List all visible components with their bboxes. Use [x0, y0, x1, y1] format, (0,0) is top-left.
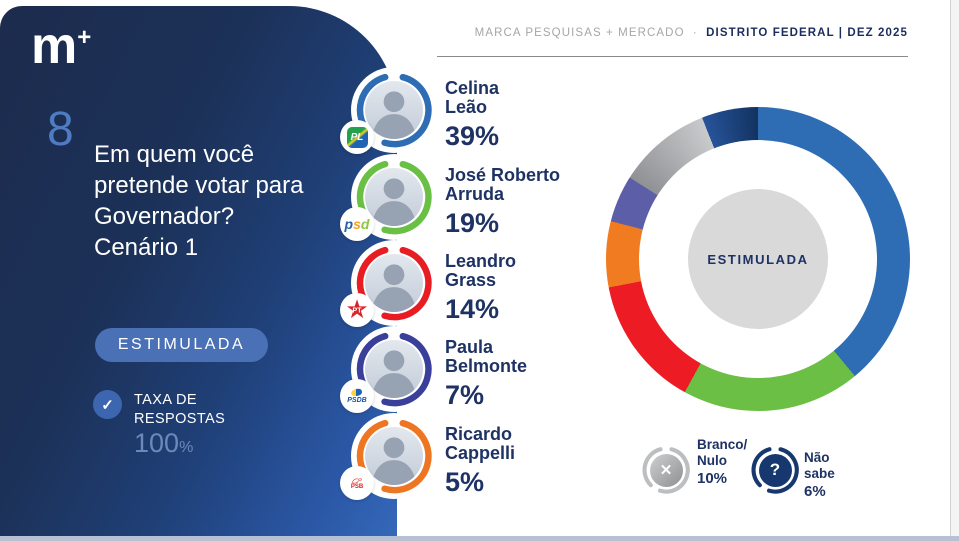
header-divider	[437, 56, 908, 57]
checkmark-icon: ✓	[93, 390, 122, 419]
candidate-info: Ricardo Cappelli 5%	[445, 425, 515, 498]
candidate-info: Leandro Grass 14%	[445, 252, 516, 325]
psd-logo-icon: psd	[345, 217, 370, 231]
candidate-name-line2: Arruda	[445, 184, 505, 204]
candidate-avatar: psd	[340, 154, 437, 241]
viewer-bottom-margin	[0, 536, 959, 541]
candidate-row-celina-leao: PL Celina Leão 39%	[0, 67, 620, 154]
header-edition: DISTRITO FEDERAL | DEZ 2025	[706, 27, 908, 39]
psdb-label: PSDB	[347, 396, 367, 404]
candidate-photo	[365, 81, 423, 139]
candidate-row-jose-roberto-arruda: psd José Roberto Arruda 19%	[0, 154, 620, 241]
header: MARCA PESQUISAS + MERCADO · DISTRITO FED…	[437, 27, 908, 39]
candidate-photo	[365, 254, 423, 312]
pt-label: PT	[352, 307, 362, 315]
candidate-percentage: 14%	[445, 294, 500, 324]
header-separator: ·	[692, 27, 698, 39]
candidate-info: Celina Leão 39%	[445, 79, 499, 152]
branco-nulo-text: Branco/ Nulo 10%	[697, 437, 747, 487]
psb-label: PSB	[350, 484, 364, 491]
candidate-row-ricardo-cappelli: PSB Ricardo Cappelli 5%	[0, 413, 620, 500]
branco-nulo-icon: ✕	[642, 446, 690, 494]
candidate-name-line1: Leandro	[445, 251, 517, 271]
response-rate-label: TAXA DE RESPOSTAS	[134, 392, 226, 427]
logo-plus-icon: +	[77, 24, 92, 51]
toucan-icon	[350, 387, 364, 397]
candidate-row-leandro-grass: ★ PT Leandro Grass 14%	[0, 240, 620, 327]
candidate-avatar: PL	[340, 67, 437, 154]
x-icon: ✕	[649, 453, 683, 487]
candidate-name-line1: Celina	[445, 78, 500, 98]
stimulated-mode-pill: ESTIMULADA	[95, 328, 268, 362]
candidate-percentage: 39%	[445, 121, 500, 151]
marca-logo: m+	[31, 16, 91, 76]
candidate-name-line1: Paula	[445, 337, 494, 357]
candidate-percentage: 7%	[445, 380, 485, 410]
candidate-percentage: 5%	[445, 467, 485, 497]
party-badge-psb: PSB	[340, 466, 374, 500]
candidate-name-line2: Leão	[445, 97, 488, 117]
legend-percentage: 6%	[804, 483, 826, 500]
psb-logo-icon: PSB	[350, 476, 364, 491]
candidate-photo	[365, 340, 423, 398]
dove-icon	[351, 477, 362, 483]
question-number: 8	[47, 103, 74, 156]
psd-letter-d: d	[360, 216, 370, 232]
pl-flag-icon: PL	[346, 126, 368, 148]
party-badge-pt: ★ PT	[340, 293, 374, 327]
response-rate-number: 100	[134, 428, 180, 458]
legend-label-line1: Branco/	[697, 437, 748, 452]
question-text: Em quem você pretende votar para Governa…	[94, 141, 304, 261]
candidate-name-line2: Cappelli	[445, 443, 516, 463]
legend-label-line2: Nulo	[697, 452, 727, 468]
party-badge-psdb: PSDB	[340, 379, 374, 413]
psd-letter-s: s	[353, 216, 361, 232]
party-badge-pl: PL	[340, 120, 374, 154]
question-panel: m+ 8 Em quem você pretende votar para Go…	[0, 6, 397, 537]
candidate-name-line2: Grass	[445, 270, 497, 290]
candidate-photo	[365, 427, 423, 485]
psd-letter-p: p	[344, 216, 354, 232]
star-icon: ★	[345, 293, 369, 324]
question-mark-icon: ?	[758, 453, 792, 487]
candidate-name-line2: Belmonte	[445, 356, 528, 376]
candidate-name-line1: José Roberto	[445, 165, 561, 185]
candidate-info: Paula Belmonte 7%	[445, 338, 527, 411]
viewer-right-margin	[950, 0, 959, 541]
logo-m: m	[31, 17, 77, 75]
nao-sabe-text: Não sabe 6%	[804, 450, 835, 500]
candidate-info: José Roberto Arruda 19%	[445, 166, 560, 239]
donut-center-label: ESTIMULADA	[688, 189, 828, 329]
header-brand: MARCA PESQUISAS + MERCADO	[474, 27, 685, 39]
candidate-row-paula-belmonte: PSDB Paula Belmonte 7%	[0, 326, 620, 413]
response-rate-value: 100%	[134, 428, 193, 459]
candidate-photo	[365, 168, 423, 226]
candidate-avatar: PSB	[340, 413, 437, 500]
candidate-percentage: 19%	[445, 208, 500, 238]
nao-sabe-icon: ?	[751, 446, 799, 494]
donut-chart: ESTIMULADA	[606, 107, 910, 411]
pt-star-icon: ★ PT	[340, 293, 374, 327]
response-rate-unit: %	[179, 439, 194, 456]
psdb-logo-icon: PSDB	[347, 387, 367, 404]
candidate-avatar: ★ PT	[340, 240, 437, 327]
legend-percentage: 10%	[697, 470, 728, 487]
candidate-avatar: PSDB	[340, 326, 437, 413]
legend-label-line1: Não sabe	[804, 450, 835, 481]
candidate-name-line1: Ricardo	[445, 424, 513, 444]
party-badge-psd: psd	[340, 207, 374, 241]
